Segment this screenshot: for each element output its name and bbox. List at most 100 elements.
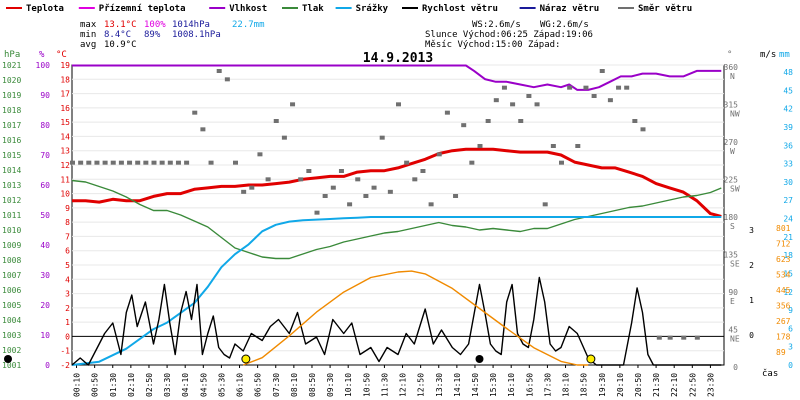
wind-direction-point [347,202,353,207]
wind-direction-point [518,119,524,123]
temp-tick-label: 10 [60,190,70,199]
wind-direction-point [167,160,173,165]
wind-direction-point [379,135,385,140]
x-tick-label: 14:50 [471,373,480,397]
series-line-teplota [72,147,722,218]
temp-tick-label: -2 [60,361,70,370]
wind-direction-point [241,189,247,194]
temp-tick-label: 2 [65,304,70,313]
solar-tick-label: 89 [776,348,786,357]
wind-direction-point [363,194,369,198]
pressure-tick-label: 1020 [2,76,21,85]
rain-tick-label: 21 [783,233,793,242]
wind-direction-point [493,98,499,103]
mm-unit: mm [779,50,790,60]
wind-direction-point [151,160,157,165]
wind-direction-point [542,202,548,207]
wind-direction-point [485,119,491,123]
wind-direction-point [396,102,401,107]
temp-tick-label: 18 [60,75,70,84]
wind-direction-point [694,335,700,340]
rain-tick-label: 39 [783,123,793,132]
rain-tick-label: 15 [783,269,793,278]
legend-background [0,0,800,16]
humidity-tick-label: 80 [40,121,50,130]
temp-tick-label: 11 [60,175,70,184]
wind-direction-point [233,160,238,165]
solar-tick-label: 356 [776,302,791,311]
humidity-tick-label: 10 [40,331,50,340]
direction-tick-label: 180 [724,213,739,222]
pressure-tick-label: 1018 [2,106,21,115]
solar-tick-label: 267 [776,317,791,326]
stat-min-temp: 8.4°C [104,30,131,40]
solar-tick-label: 445 [776,286,791,295]
wind-direction-point [338,169,344,173]
wind-direction-point [387,189,393,194]
temp-tick-label: 5 [65,261,70,270]
series-line-sol-rn-z-en- [242,270,589,366]
wind-direction-point [469,160,475,165]
rain-tick-label: 48 [783,68,793,77]
stats-panel: max 13.1°C 100% 1014hPa 22.7mm min 8.4°C… [80,20,593,50]
temp-tick-label: 13 [60,147,70,156]
stat-max-label: max [80,20,97,30]
rain-tick-label: 12 [783,288,793,297]
wind-direction-point [102,160,108,165]
humidity-tick-label: 0 [45,361,50,370]
wind-direction-point [453,194,459,198]
wind-direction-point [290,102,296,107]
wind-direction-point [591,94,597,98]
pressure-tick-label: 1009 [2,241,21,250]
temp-tick-label: 9 [65,204,70,213]
rain-tick-label: 36 [783,141,793,150]
wind-direction-point [444,110,450,115]
wind-direction-point [624,85,630,90]
pressure-tick-label: 1015 [2,151,21,160]
pressure-tick-label: 1019 [2,91,21,100]
pressure-tick-label: 1016 [2,136,21,145]
x-tick-label: 02:50 [145,373,154,397]
rain-tick-label: 6 [788,324,793,333]
x-tick-label: 07:30 [272,373,281,397]
wind-direction-point [314,210,320,215]
axis-unit-labels: hPa % °C ° m/s mm čas [4,50,790,379]
solar-tick-label: 623 [776,255,791,264]
legend-label: Teplota [26,4,64,14]
wind-direction-point [607,98,613,103]
temp-tick-label: 0 [65,332,70,341]
rain-tick-label: 30 [783,178,793,187]
direction-tick-label: 225 [724,176,739,185]
direction-tick-label: 360 [724,63,739,72]
wind-direction-point [78,160,84,165]
rain-tick-label: 0 [788,361,793,370]
wind-direction-point [404,160,410,165]
x-tick-label: 23:30 [706,373,715,397]
x-tick-label: 04:10 [181,373,190,397]
solar-tick-label: 801 [776,224,791,233]
wind-direction-point [110,160,116,165]
humidity-tick-label: 40 [40,241,50,250]
rain-tick-label: 27 [783,196,793,205]
humidity-tick-label: 70 [40,151,50,160]
wind-direction-point [257,152,263,157]
humidity-tick-label: 100 [36,61,51,70]
temp-tick-label: 1 [65,318,70,327]
x-tick-label: 12:10 [399,373,408,397]
legend-bar: Teplota Přízemní teplota Vlhkost Tlak Srážky… [0,0,800,16]
wind-direction-point [428,202,434,207]
stat-min-label: min [80,30,96,40]
direction-tick-label: 270 [724,138,739,147]
solar-tick-label: 534 [776,271,791,280]
wind-direction-point [412,177,418,182]
stat-wind-gust: WG:2.6m/s [540,20,589,30]
pct-unit: % [39,50,45,60]
x-tick-label: 09:30 [326,373,335,397]
humidity-tick-label: 30 [40,271,50,280]
wind-direction-point [559,160,564,165]
pressure-tick-label: 1006 [2,286,21,295]
sunrise-marker [241,354,251,364]
rain-tick-label: 33 [783,160,793,169]
series-line-tlak [71,179,722,260]
wind-direction-point [159,160,165,165]
